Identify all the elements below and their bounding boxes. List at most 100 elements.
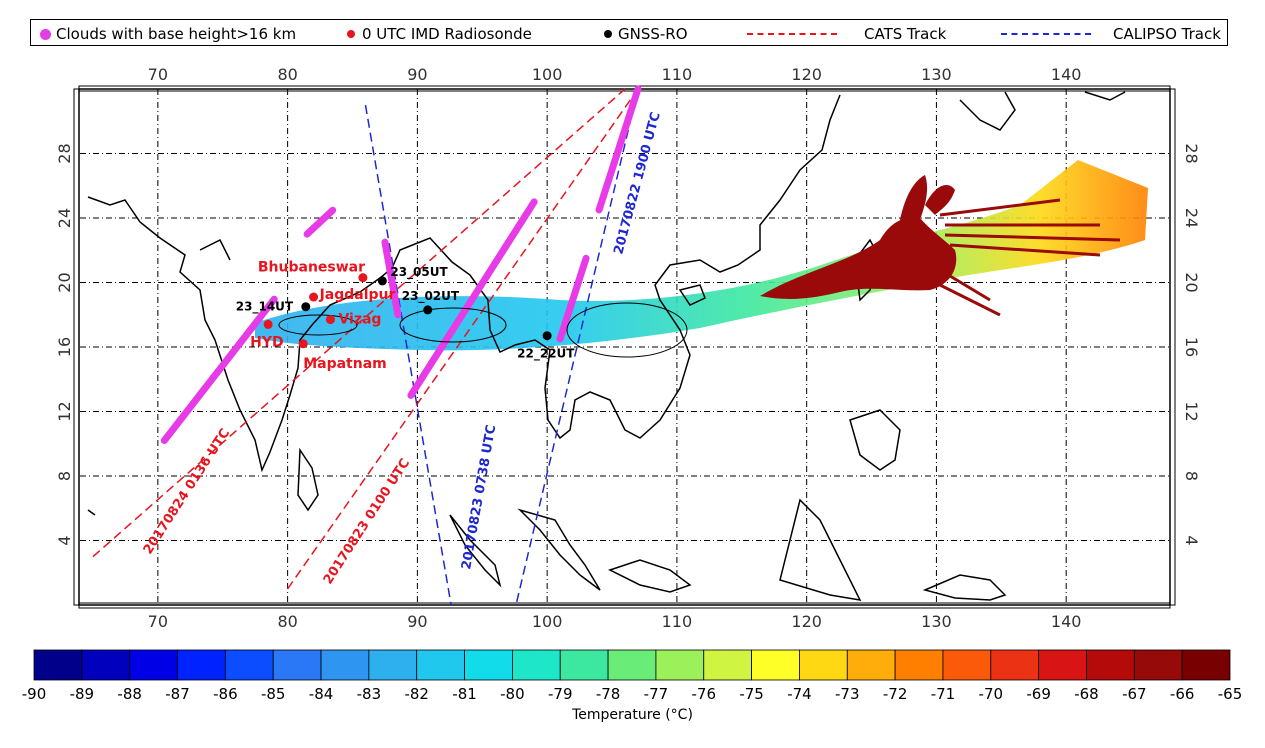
colorbar-tick-label: -83 bbox=[356, 685, 382, 703]
colorbar-swatch bbox=[559, 649, 609, 681]
colorbar-swatch bbox=[33, 649, 83, 681]
colorbar-swatch bbox=[703, 649, 753, 681]
colorbar-tick-label: -86 bbox=[213, 685, 238, 703]
colorbar-tick-label: -87 bbox=[165, 685, 190, 703]
longitude-ticks-bottom: 70 80 90 100 110 120 130 140 bbox=[148, 612, 1082, 631]
lat-tick-left: 12 bbox=[55, 401, 74, 421]
lat-tick-right: 16 bbox=[1182, 337, 1201, 357]
colorbar-tick-label: -65 bbox=[1217, 685, 1243, 703]
radiosonde-station-marker bbox=[358, 273, 368, 283]
colorbar-swatch bbox=[464, 649, 513, 681]
colorbar-tick-label: -89 bbox=[69, 685, 95, 703]
map-frame bbox=[78, 88, 1171, 606]
colorbar-swatch bbox=[129, 649, 178, 681]
colorbar-swatch bbox=[224, 649, 274, 681]
colorbar-swatch bbox=[512, 649, 561, 681]
colorbar-tick-label: -72 bbox=[882, 685, 908, 703]
cloud-segment bbox=[160, 295, 279, 445]
storm-cluster bbox=[760, 175, 957, 299]
lat-tick-left: 24 bbox=[55, 208, 74, 228]
colorbar-swatch bbox=[751, 649, 800, 681]
colorbar-tick-label: -78 bbox=[595, 685, 621, 703]
gnss-point-marker bbox=[377, 276, 387, 286]
station-label: Jagdalpur bbox=[319, 287, 396, 303]
gnss-point-marker bbox=[542, 331, 552, 341]
lon-tick-top: 80 bbox=[277, 65, 297, 84]
gnss-point-marker bbox=[301, 302, 311, 312]
lon-tick-bottom: 70 bbox=[148, 612, 168, 631]
colorbar bbox=[33, 649, 1231, 681]
colorbar-title: Temperature (°C) bbox=[572, 707, 693, 723]
storm-trajectories bbox=[929, 198, 1121, 317]
colorbar-swatch bbox=[1038, 649, 1087, 681]
lon-tick-top: 120 bbox=[791, 65, 822, 84]
colorbar-swatch bbox=[416, 649, 465, 681]
lon-tick-bottom: 130 bbox=[921, 612, 952, 631]
cloud-points bbox=[160, 85, 642, 445]
colorbar-swatch bbox=[272, 649, 322, 681]
ellipse-east bbox=[566, 302, 688, 358]
lat-tick-right: 28 bbox=[1182, 143, 1201, 163]
colorbar-tick-label: -81 bbox=[452, 685, 477, 703]
lon-tick-top: 130 bbox=[921, 65, 952, 84]
lat-tick-right: 20 bbox=[1182, 272, 1201, 292]
left-frame-bar bbox=[73, 88, 80, 606]
colorbar-tick-label: -79 bbox=[547, 685, 573, 703]
station-label: Vizag bbox=[338, 312, 381, 328]
colorbar-tick-label: -90 bbox=[21, 685, 47, 703]
cloud-segment bbox=[381, 238, 402, 319]
colorbar-swatch bbox=[1181, 649, 1231, 681]
colorbar-tick-label: -88 bbox=[117, 685, 142, 703]
cats-track-line bbox=[92, 88, 626, 558]
colorbar-tick-label: -69 bbox=[1026, 685, 1051, 703]
lon-tick-bottom: 80 bbox=[277, 612, 297, 631]
gnss-point-label: 22_22UT bbox=[517, 347, 575, 362]
longitude-ticks-top: 70 80 90 100 110 120 130 140 bbox=[148, 65, 1082, 84]
colorbar-tick-label: -85 bbox=[260, 685, 286, 703]
radiosonde-station-marker bbox=[309, 292, 319, 302]
station-label: Mapatnam bbox=[303, 356, 387, 372]
lat-tick-left: 8 bbox=[55, 471, 74, 481]
legend-cats-label: CATS Track bbox=[864, 25, 947, 43]
radiosonde-marker-icon bbox=[347, 30, 355, 38]
satellite-tracks bbox=[92, 88, 639, 606]
lon-tick-bottom: 140 bbox=[1051, 612, 1082, 631]
lon-tick-top: 100 bbox=[532, 65, 563, 84]
colorbar-swatch bbox=[799, 649, 848, 681]
gnss-point-label: 23_14UT bbox=[236, 300, 294, 315]
gnss-points: 23_05UT 23_02UT 23_14UT 22_22UT bbox=[236, 265, 575, 362]
lat-tick-right: 24 bbox=[1182, 208, 1201, 228]
calipso-track-line-icon bbox=[1001, 33, 1091, 35]
lat-tick-left: 28 bbox=[55, 143, 74, 163]
cloud-segment bbox=[556, 254, 590, 343]
colorbar-swatch bbox=[942, 649, 992, 681]
legend-calipso-label: CALIPSO Track bbox=[1113, 25, 1221, 43]
colorbar-tick-label: -67 bbox=[1122, 685, 1147, 703]
lon-tick-bottom: 100 bbox=[532, 612, 563, 631]
colorbar-swatch bbox=[1133, 649, 1183, 681]
colorbar-swatch bbox=[177, 649, 226, 681]
cloud-temperature-field bbox=[255, 160, 1148, 351]
right-frame-bar bbox=[1169, 88, 1176, 606]
lon-tick-bottom: 90 bbox=[407, 612, 427, 631]
cloud-segment bbox=[303, 206, 337, 238]
cats-track-line bbox=[287, 88, 639, 590]
radiosonde-stations: Bhubaneswar Jagdalpur Vizag HYD Mapatnam bbox=[250, 260, 395, 372]
latitude-ticks-left: 4 8 12 16 20 24 28 bbox=[55, 143, 74, 545]
gridlines bbox=[80, 89, 1170, 605]
colorbar-tick-label: -70 bbox=[978, 685, 1004, 703]
colorbar-tick-label: -73 bbox=[835, 685, 860, 703]
cloud-segment bbox=[595, 85, 642, 214]
colorbar-swatch bbox=[846, 649, 896, 681]
colorbar-tick-label: -76 bbox=[691, 685, 717, 703]
colorbar-swatch bbox=[607, 649, 657, 681]
radiosonde-station-marker bbox=[298, 339, 308, 349]
lon-tick-top: 140 bbox=[1051, 65, 1082, 84]
lat-tick-right: 4 bbox=[1182, 535, 1201, 545]
colorbar-tick-label: -71 bbox=[930, 685, 956, 703]
colorbar-tick-label: -80 bbox=[500, 685, 525, 703]
colorbar-swatch bbox=[368, 649, 418, 681]
lon-tick-top: 110 bbox=[662, 65, 693, 84]
lat-tick-right: 8 bbox=[1182, 471, 1201, 481]
gnss-point-label: 23_02UT bbox=[402, 289, 460, 304]
